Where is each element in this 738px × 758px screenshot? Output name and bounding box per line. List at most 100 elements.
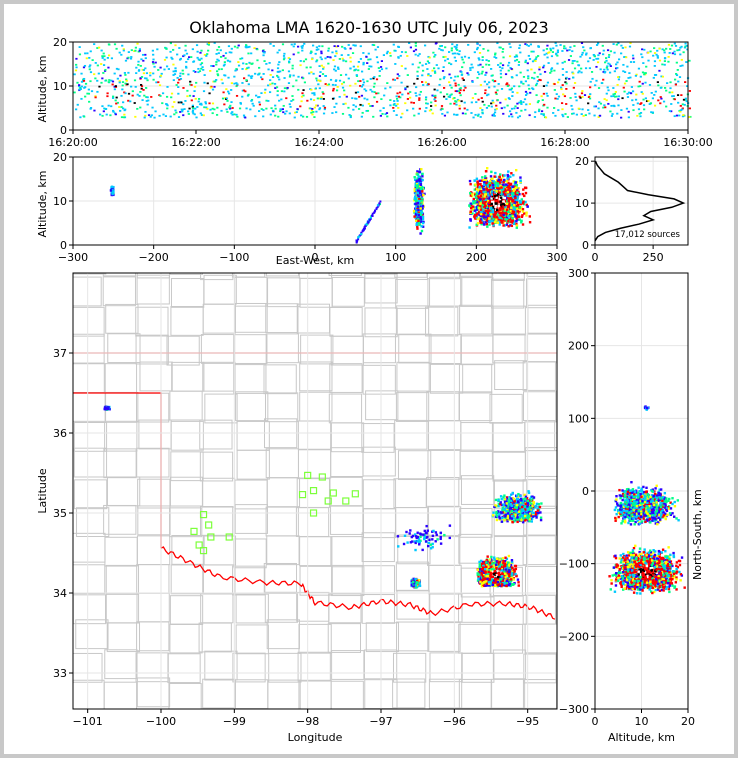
time-altitude-source [487,60,490,62]
time-altitude-source [671,91,674,94]
time-altitude-source [219,49,222,52]
time-altitude-source [271,76,275,79]
time-altitude-source [685,61,688,63]
time-altitude-source [517,61,521,63]
time-altitude-source [427,61,431,64]
time-altitude-source [336,86,339,88]
time-altitude-source [280,90,284,93]
east-west-source [489,179,492,183]
time-altitude-source [615,95,618,98]
time-altitude-source [663,51,666,54]
time-altitude-source [185,52,189,55]
time-altitude-source [371,105,374,107]
time-altitude-source [612,43,615,45]
time-altitude-source [237,64,241,67]
time-altitude-source [335,89,339,92]
time-altitude-source [506,82,509,85]
time-altitude-source [292,45,295,48]
time-altitude-source [114,85,117,87]
time-altitude-source [297,75,300,78]
county-boundary [263,562,298,593]
east-west-source [414,198,417,202]
east-west-source [360,233,363,236]
time-altitude-source [524,94,528,96]
county-boundary [490,278,525,309]
east-west-source [511,215,515,218]
east-west-source [484,193,488,196]
time-altitude-source [157,69,160,71]
time-altitude-source [594,105,597,108]
time-altitude-source [315,104,318,107]
time-altitude-source [237,44,240,47]
time-altitude-source [177,86,180,89]
time-altitude-source [241,89,244,92]
time-altitude-source [184,44,187,47]
time-altitude-source [507,69,510,72]
east-west-source [474,206,477,209]
time-altitude-source [103,55,106,58]
time-altitude-source [537,100,540,102]
time-altitude-source [197,67,200,70]
time-altitude-source [101,57,104,59]
east-west-source [476,189,480,192]
east-west-source [516,191,519,195]
east-west-source [417,218,420,221]
east-west-source [486,211,490,215]
time-altitude-source [615,43,618,46]
county-boundary [268,652,302,683]
time-altitude-source [329,56,332,59]
time-altitude-source [269,83,272,86]
east-west-source [494,205,497,209]
east-west-source [493,175,496,178]
time-altitude-source [319,80,322,83]
east-west-source [418,170,421,174]
east-west-source [474,194,478,198]
time-altitude-source [553,89,556,91]
time-altitude-source [247,83,250,86]
time-altitude-source [331,51,334,54]
east-west-source [419,232,422,235]
time-altitude-source [342,59,345,62]
time-altitude-source [102,52,105,55]
time-altitude-source [366,80,369,83]
time-altitude-source [335,52,338,55]
time-altitude-source [502,112,505,115]
county-boundary [167,653,201,684]
time-altitude-source [675,61,678,64]
time-altitude-source [269,74,272,76]
time-altitude-source [477,57,480,60]
east-west-source [495,218,498,221]
time-altitude-source [279,70,282,73]
time-altitude-source [519,51,522,54]
time-altitude-source [634,74,638,77]
time-altitude-source [553,83,556,85]
time-altitude-source [464,86,467,89]
east-west-source [521,192,525,196]
time-altitude-source [88,100,91,103]
east-west-source [490,206,493,210]
time-altitude-source [404,87,407,89]
time-altitude-source [640,102,643,104]
east-west-source [365,223,368,226]
east-west-source [506,177,509,180]
time-altitude-source [613,105,616,108]
time-altitude-source [652,76,655,79]
time-altitude-source [602,106,605,109]
east-west-source [472,199,475,203]
time-altitude-source [606,68,609,71]
east-west-source [475,223,478,226]
time-altitude-source [271,82,274,85]
county-boundary [394,419,428,450]
time-altitude-source [617,76,620,79]
time-altitude-source [323,106,327,109]
east-west-source [421,204,425,208]
time-altitude-source [341,57,344,60]
east-west-source [498,191,501,194]
time-altitude-source [276,51,279,54]
time-altitude-source [356,65,360,68]
time-altitude-source [120,116,124,119]
east-west-source [515,207,519,210]
east-west-source [514,186,518,190]
time-altitude-source [414,48,418,51]
time-altitude-source [689,115,692,118]
